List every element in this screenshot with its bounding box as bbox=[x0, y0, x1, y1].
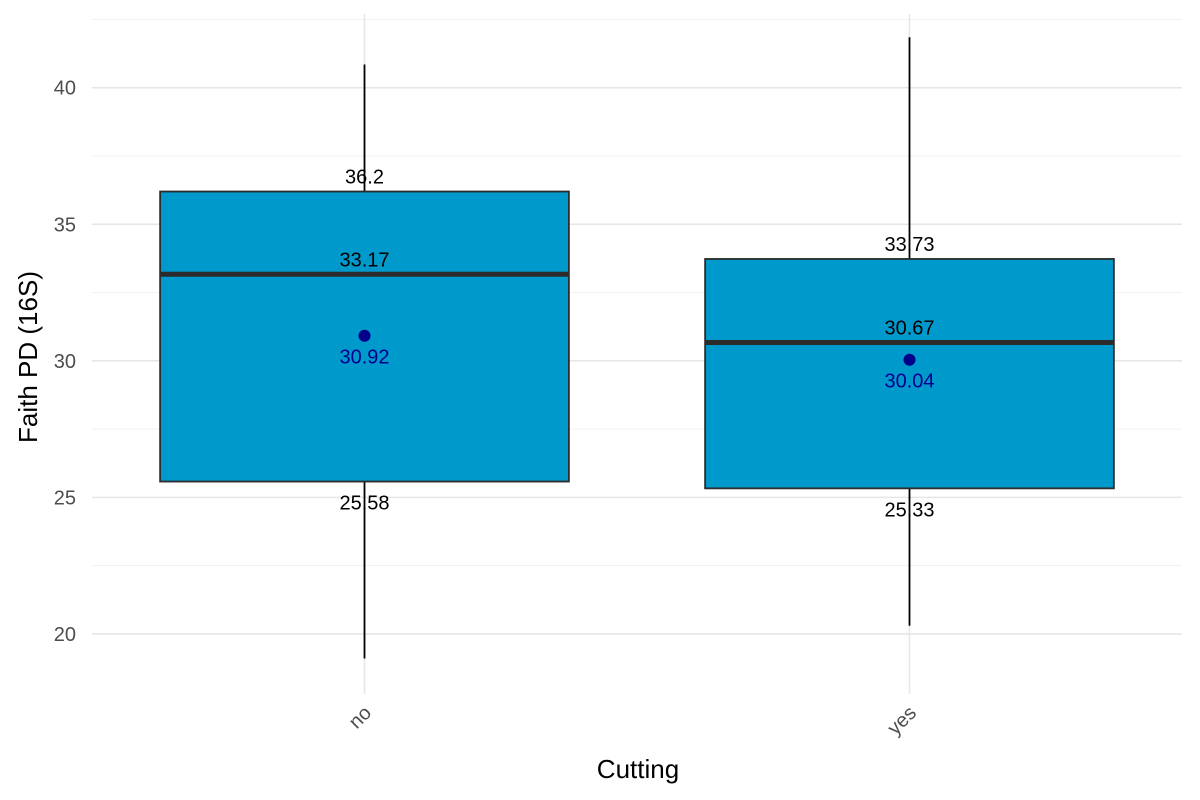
x-axis-title: Cutting bbox=[597, 754, 679, 784]
boxes bbox=[159, 37, 1115, 659]
q3-label: 33.73 bbox=[884, 234, 934, 256]
y-tick-label: 40 bbox=[54, 78, 76, 100]
y-tick-label: 30 bbox=[54, 351, 76, 373]
box bbox=[704, 258, 1115, 490]
y-axis-ticks: 20 25 30 35 40 bbox=[54, 78, 76, 646]
y-tick-label: 25 bbox=[54, 487, 76, 509]
mean-label: 30.04 bbox=[884, 371, 934, 393]
median-label: 33.17 bbox=[339, 249, 389, 271]
y-axis-title: Faith PD (16S) bbox=[13, 271, 43, 443]
median-label: 30.67 bbox=[884, 318, 934, 340]
mean-label: 30.92 bbox=[339, 347, 389, 369]
y-tick-label: 20 bbox=[54, 624, 76, 646]
mean-point bbox=[903, 353, 916, 366]
y-tick-label: 35 bbox=[54, 214, 76, 236]
x-axis-ticks: no yes bbox=[345, 702, 921, 740]
x-tick-label: no bbox=[345, 702, 376, 733]
stat-labels: 36.2 33.17 30.92 25.58 33.73 30.67 30.04 25.33 bbox=[339, 167, 934, 522]
q1-label: 25.58 bbox=[339, 493, 389, 515]
q3-label: 36.2 bbox=[345, 167, 384, 189]
q1-label: 25.33 bbox=[884, 499, 934, 521]
x-tick-label: yes bbox=[883, 702, 921, 740]
mean-point bbox=[358, 329, 371, 342]
